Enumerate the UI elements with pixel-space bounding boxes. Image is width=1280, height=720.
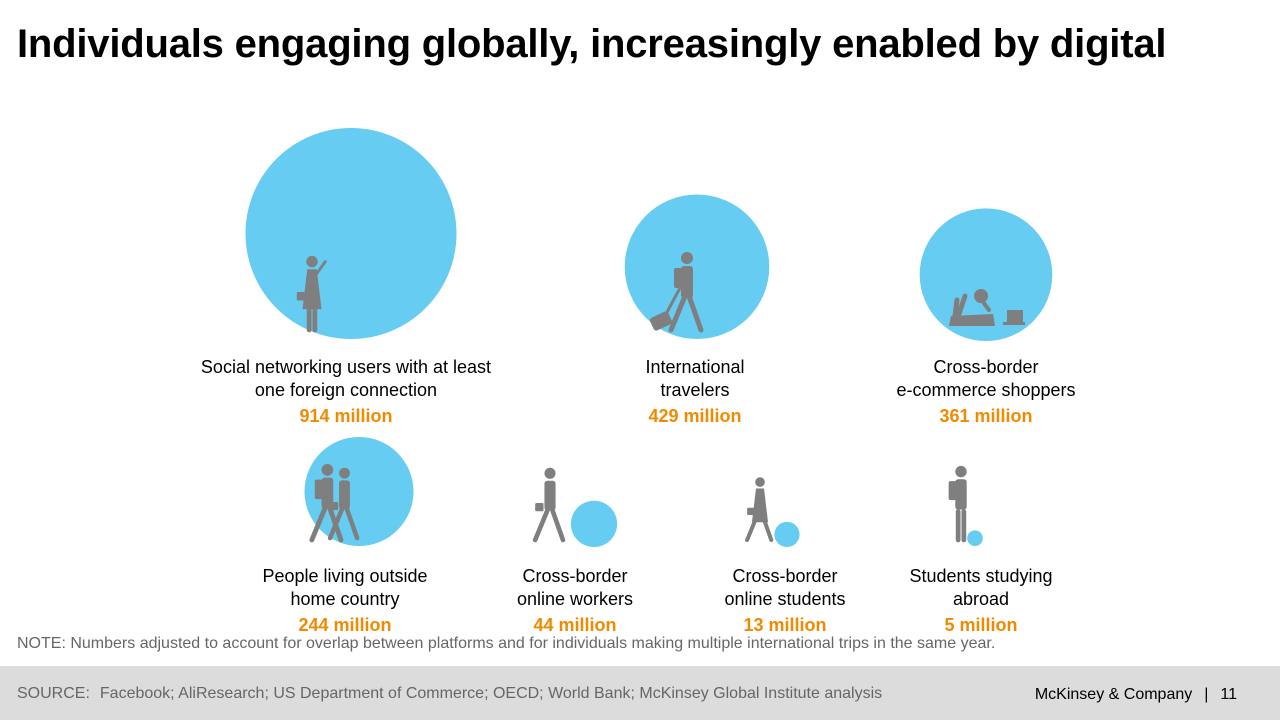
footer-bar: SOURCE: Facebook; AliResearch; US Departm… (0, 666, 1280, 720)
value-label: 5 million (944, 615, 1017, 635)
value-label: 244 million (298, 615, 391, 635)
separator: | (1204, 686, 1209, 703)
brand-page: McKinsey & Company | 11 (1035, 686, 1237, 704)
value-label: 429 million (648, 406, 741, 426)
value-label: 361 million (939, 406, 1032, 426)
bubble-label: Cross-border (933, 357, 1038, 377)
bubble-label: online students (724, 589, 845, 609)
footnote: NOTE: Numbers adjusted to account for ov… (17, 635, 996, 652)
bubble (774, 521, 800, 547)
source-text: Facebook; AliResearch; US Department of … (99, 685, 883, 702)
family-icon (309, 464, 360, 543)
traveler-suitcase-icon (649, 252, 704, 333)
value-label: 914 million (299, 406, 392, 426)
woman-phone-icon (296, 255, 327, 333)
bubble-label: travelers (660, 380, 729, 400)
bubble (967, 530, 983, 546)
brand-name: McKinsey & Company (1034, 686, 1193, 703)
bubble-label: online workers (517, 589, 633, 609)
bubble-label: Cross-border (522, 566, 627, 586)
bubble-label: home country (290, 589, 399, 609)
bubble (624, 194, 770, 339)
bubble-chart: Social networking users with at least one… (201, 128, 1076, 635)
walking-student-icon (745, 477, 774, 543)
bubble (570, 500, 618, 547)
bubble-label: International (645, 357, 744, 377)
bubble-label: Cross-border (732, 566, 837, 586)
value-label: 13 million (743, 615, 826, 635)
bubble-label: People living outside (262, 566, 427, 586)
standing-student-icon (948, 465, 967, 543)
bubble-label: Social networking users with at least (201, 357, 491, 377)
walking-worker-icon (532, 467, 566, 543)
value-label: 44 million (533, 615, 616, 635)
person-laptop-icon (949, 289, 1025, 326)
page-number: 11 (1220, 686, 1237, 703)
bubble-label: e-commerce shoppers (896, 380, 1075, 400)
page-title: Individuals engaging globally, increasin… (17, 22, 1167, 66)
source-label: SOURCE: (17, 685, 90, 702)
bubble (919, 208, 1053, 341)
bubble-label: Students studying (909, 566, 1052, 586)
bubble (245, 128, 457, 339)
bubble-label: one foreign connection (255, 380, 437, 400)
source-line: SOURCE: Facebook; AliResearch; US Departm… (17, 685, 882, 703)
bubble-label: abroad (953, 589, 1009, 609)
